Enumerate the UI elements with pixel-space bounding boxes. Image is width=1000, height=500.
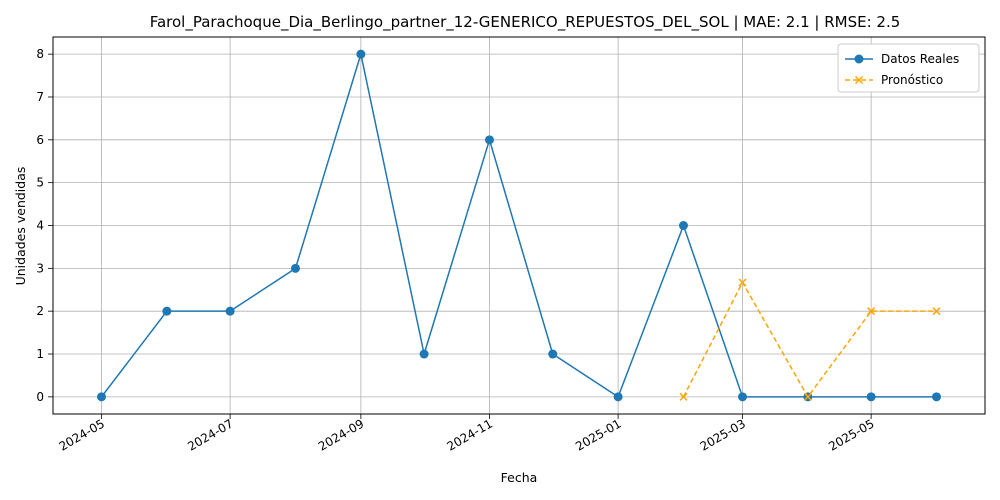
legend-label-pronostico: Pronóstico xyxy=(881,73,943,87)
x-tick-label: 2024-07 xyxy=(185,416,235,453)
data-point-datos-reales xyxy=(738,392,748,402)
data-point-pronostico xyxy=(803,392,812,401)
data-point-datos-reales xyxy=(162,306,172,316)
y-axis: 0 1 2 3 4 5 6 7 8 xyxy=(36,47,53,404)
y-tick-label: 2 xyxy=(36,304,44,318)
legend: Datos Reales Pronóstico xyxy=(837,43,980,93)
x-axis: 2024-05 2024-07 2024-09 2024-11 2025-01 2025-… xyxy=(57,414,877,454)
y-tick-label: 7 xyxy=(36,90,44,104)
legend-marker-pronostico xyxy=(854,75,864,85)
x-tick-label: 2025-01 xyxy=(573,416,623,453)
x-tick-label: 2024-09 xyxy=(316,416,366,453)
data-point-datos-reales xyxy=(932,392,942,402)
data-point-datos-reales xyxy=(290,263,300,273)
y-tick-label: 6 xyxy=(36,133,44,147)
series-line-pronostico xyxy=(682,280,937,399)
x-axis-label: Fecha xyxy=(501,470,538,485)
data-point-datos-reales xyxy=(419,349,429,359)
data-point-datos-reales xyxy=(96,392,106,402)
data-point-pronostico xyxy=(867,307,876,316)
y-tick-label: 4 xyxy=(36,219,44,233)
series-line-datos-reales xyxy=(100,53,937,399)
data-point-pronostico xyxy=(738,278,747,287)
legend-box xyxy=(837,43,980,93)
data-point-datos-reales xyxy=(866,392,876,402)
data-point-datos-reales xyxy=(678,221,688,230)
data-point-datos-reales xyxy=(484,135,494,145)
x-tick-label: 2025-03 xyxy=(698,416,748,453)
data-point-datos-reales xyxy=(548,349,558,359)
data-point-pronostico xyxy=(932,307,941,316)
x-tick-label: 2024-11 xyxy=(445,416,495,453)
data-point-datos-reales xyxy=(225,306,235,316)
legend-label-datos-reales: Datos Reales xyxy=(881,52,959,66)
x-tick-label: 2024-05 xyxy=(57,416,107,453)
y-tick-label: 0 xyxy=(36,390,44,404)
series-layer xyxy=(96,49,942,402)
grid xyxy=(53,37,985,414)
chart-title: Farol_Parachoque_Dia_Berlingo_partner_12… xyxy=(150,13,901,32)
y-axis-label: Unidades vendidas xyxy=(13,167,28,286)
legend-marker-datos-reales xyxy=(854,54,864,64)
y-tick-label: 1 xyxy=(36,347,44,361)
x-tick-label: 2025-05 xyxy=(826,416,876,453)
y-tick-label: 3 xyxy=(36,261,44,275)
data-point-datos-reales xyxy=(613,392,623,402)
data-point-datos-reales xyxy=(356,49,366,59)
data-point-pronostico xyxy=(679,392,688,401)
y-tick-label: 8 xyxy=(36,47,44,61)
y-tick-label: 5 xyxy=(36,176,44,190)
